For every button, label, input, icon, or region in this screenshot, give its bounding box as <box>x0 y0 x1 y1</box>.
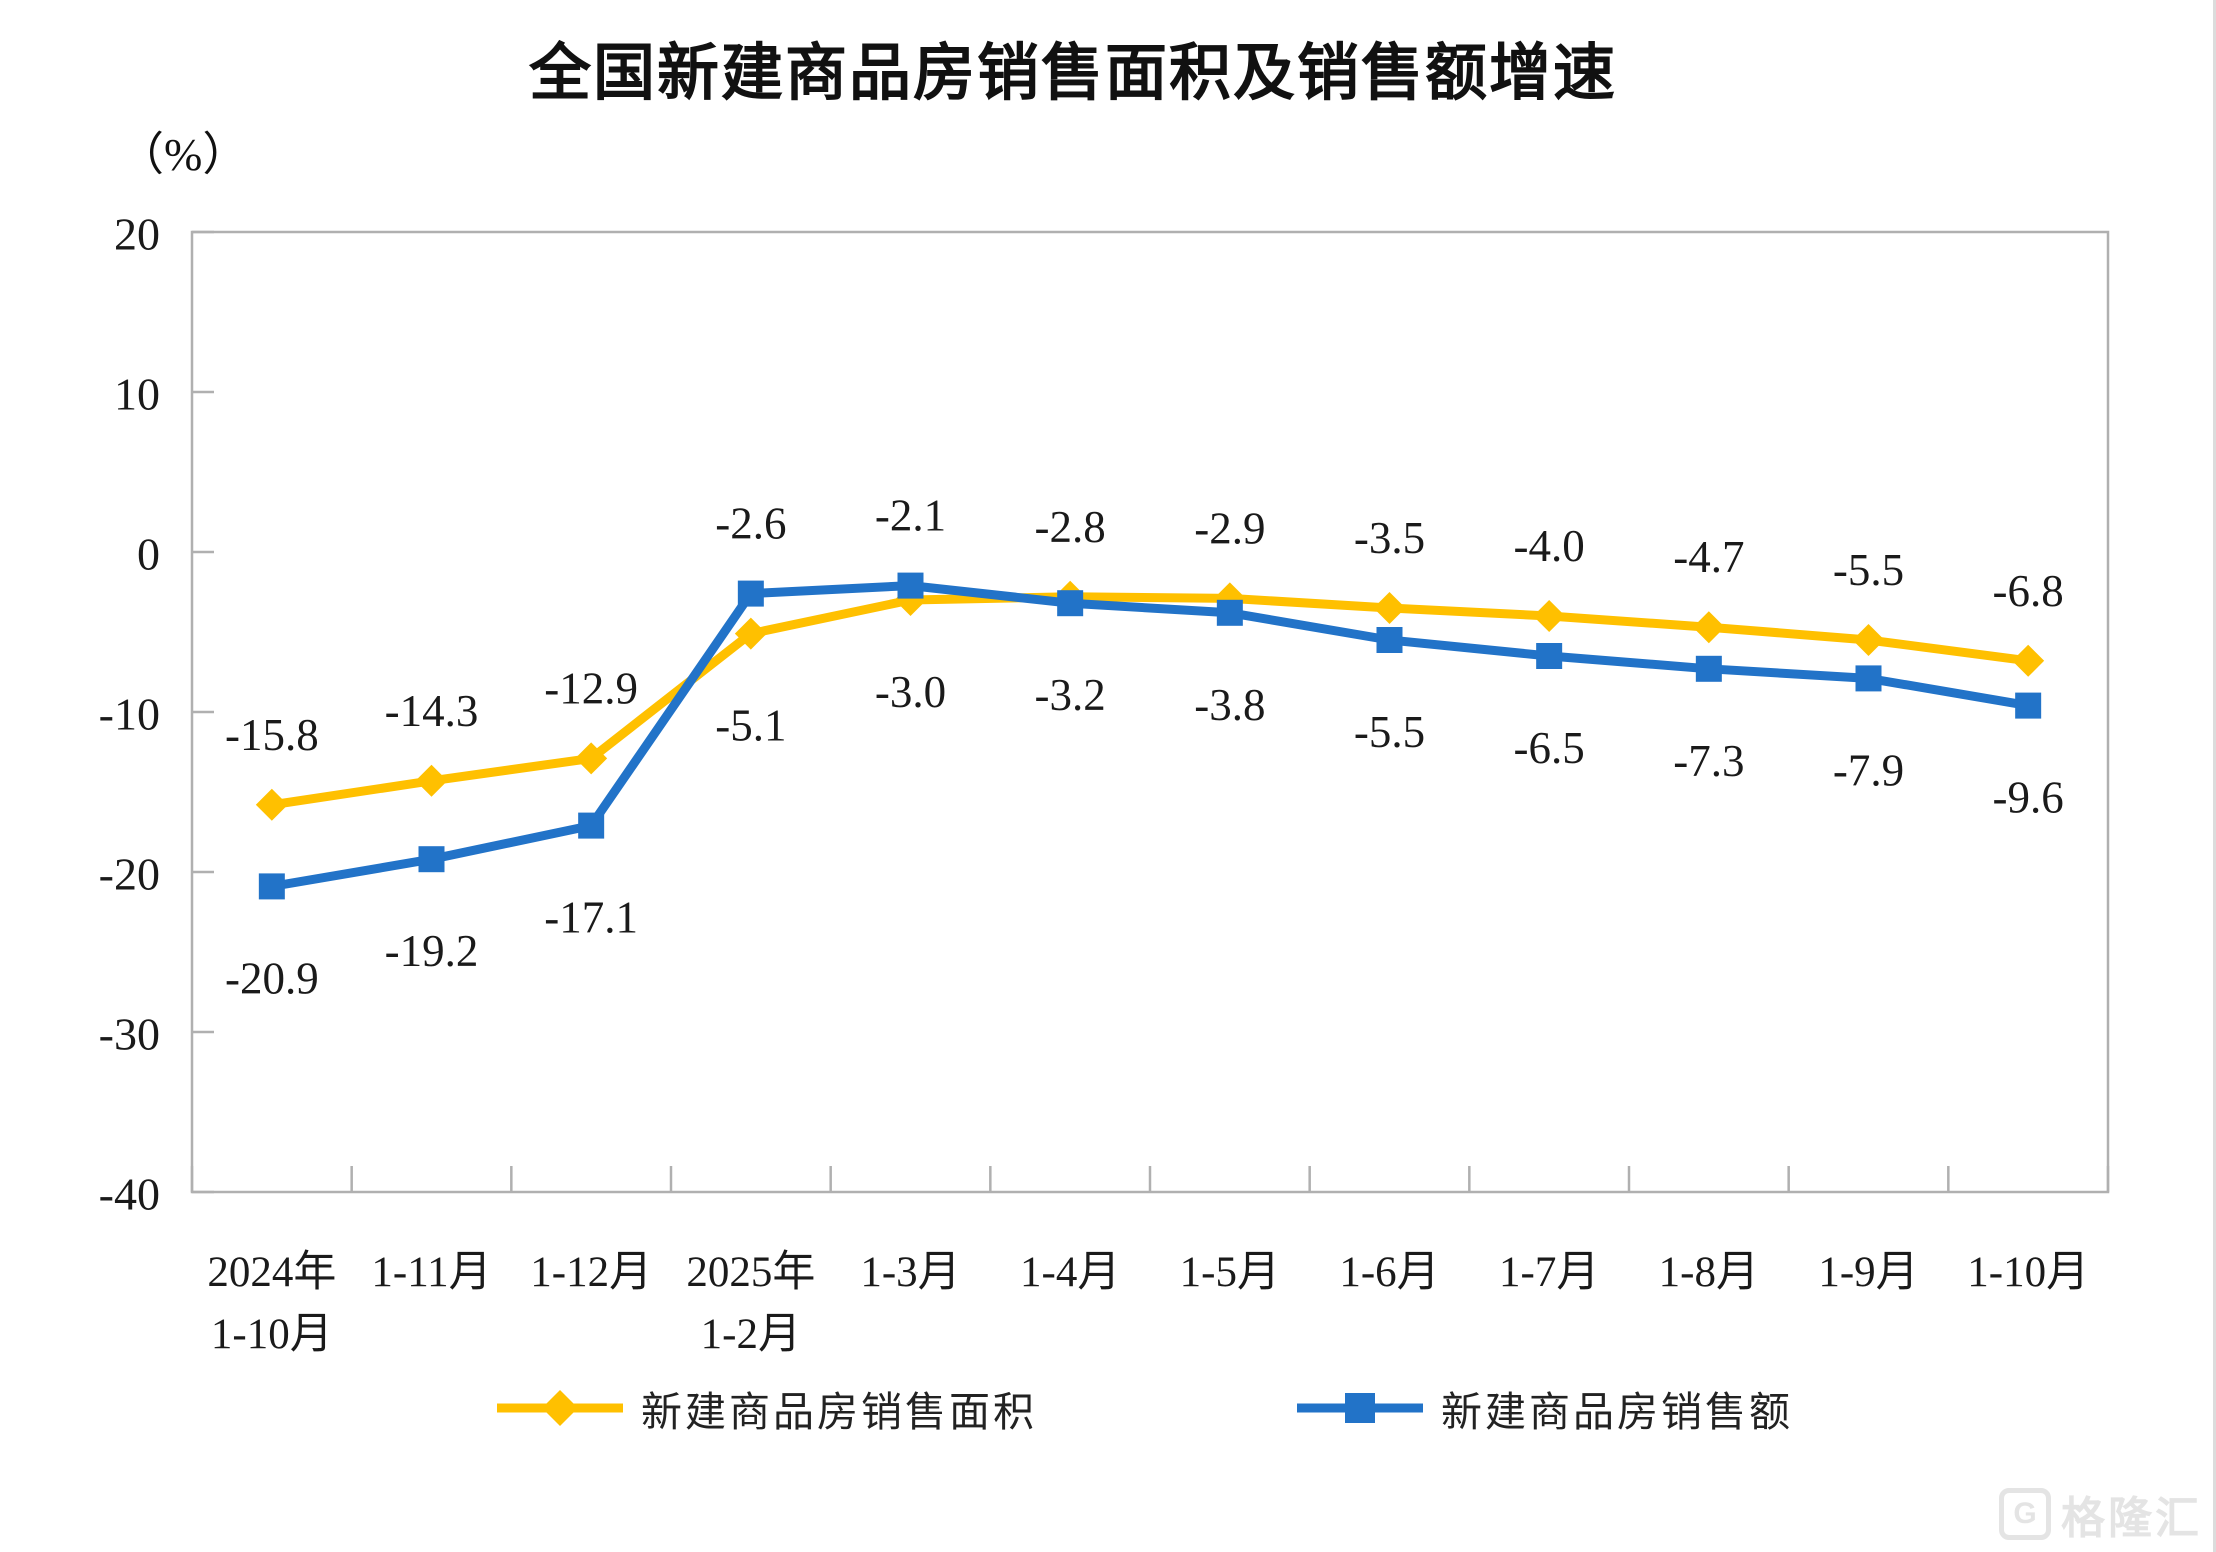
data-label: -12.9 <box>544 663 638 713</box>
data-label: -5.5 <box>1833 545 1904 595</box>
data-label: -6.8 <box>1993 566 2064 616</box>
x-axis-category-label: 1-8月 <box>1659 1249 1759 1296</box>
marker-square-icon <box>737 580 764 607</box>
legend-item-sales-amount: 新建商品房销售额 <box>1295 1386 1793 1435</box>
marker-square-icon <box>1855 665 1882 692</box>
x-axis-category-label: 1-5月 <box>1180 1249 1280 1296</box>
data-label: -5.1 <box>715 701 786 751</box>
y-axis-unit-label: （%） <box>118 129 249 180</box>
page-right-edge <box>2213 0 2216 1552</box>
marker-diamond-icon <box>255 788 288 821</box>
y-axis-tick-label: 10 <box>114 369 160 420</box>
marker-diamond-icon <box>2012 644 2045 677</box>
y-axis-tick-label: 0 <box>137 529 160 580</box>
y-axis-tick-label: -40 <box>99 1169 160 1220</box>
data-label: -3.8 <box>1194 680 1265 730</box>
data-label: -4.0 <box>1514 521 1585 571</box>
watermark-gelonghui: G 格隆汇 <box>1999 1482 2202 1546</box>
marker-square-icon <box>1695 655 1722 682</box>
data-label: -2.1 <box>875 491 946 541</box>
watermark-text: 格隆汇 <box>2061 1494 2202 1543</box>
gelonghui-logo-icon: G <box>1999 1488 2051 1540</box>
series-line-sales-amount <box>267 581 2033 891</box>
data-label: -19.2 <box>385 926 479 976</box>
legend-label-sales-amount: 新建商品房销售额 <box>1441 1389 1793 1435</box>
data-label: -20.9 <box>225 953 319 1003</box>
x-axis-category-label: 2025年 <box>686 1249 815 1296</box>
data-label: -2.6 <box>715 499 786 549</box>
marker-diamond-icon <box>575 742 608 775</box>
data-label: -2.8 <box>1035 502 1106 552</box>
marker-diamond-icon <box>1852 624 1885 656</box>
legend-swatch-sales-area-icon <box>497 1390 623 1426</box>
x-axis-category-label: 1-2月 <box>701 1311 801 1358</box>
marker-square-icon <box>258 873 285 900</box>
y-axis-tick-label: -20 <box>99 849 160 900</box>
x-axis-category-label: 1-3月 <box>860 1249 960 1296</box>
marker-square-icon <box>1376 627 1403 653</box>
x-axis-category-label: 1-11月 <box>371 1249 491 1296</box>
x-axis-category-label: 1-7月 <box>1499 1249 1599 1296</box>
marker-square-icon <box>1536 643 1563 669</box>
chart-title: 全国新建商品房销售面积及销售额增速 <box>528 39 1618 108</box>
data-label: -6.5 <box>1514 723 1585 773</box>
marker-square-icon <box>1057 590 1084 617</box>
marker-diamond-icon <box>415 764 448 797</box>
data-label: -3.5 <box>1354 513 1425 563</box>
marker-square-icon <box>1216 599 1243 626</box>
marker-square-icon <box>578 812 605 839</box>
data-label: -3.0 <box>875 667 946 717</box>
y-axis-tick-label: -10 <box>99 689 160 740</box>
data-label: -9.6 <box>1993 773 2064 823</box>
x-axis-category-label: 1-6月 <box>1339 1249 1439 1296</box>
data-label: -3.2 <box>1035 670 1106 720</box>
data-label: -5.5 <box>1354 707 1425 757</box>
y-axis-tick-label: -30 <box>99 1009 160 1060</box>
data-label: -7.9 <box>1833 745 1904 795</box>
marker-diamond-icon <box>1533 600 1566 632</box>
series-line-sales-area <box>267 592 2033 810</box>
legend-label-sales-area: 新建商品房销售面积 <box>641 1389 1037 1435</box>
legend-item-sales-area: 新建商品房销售面积 <box>495 1386 1037 1435</box>
plot-border <box>190 230 2110 1194</box>
y-axis-tick-label: 20 <box>114 209 160 260</box>
x-axis-category-label: 2024年 <box>207 1249 336 1296</box>
marker-diamond-icon <box>734 617 767 650</box>
x-axis-category-label: 1-10月 <box>1967 1249 2089 1296</box>
marker-square-icon <box>418 846 445 873</box>
marker-diamond-icon <box>1692 611 1725 644</box>
x-axis-category-label: 1-12月 <box>530 1249 652 1296</box>
data-label: -15.8 <box>225 710 319 760</box>
chart-legend: 新建商品房销售面积 新建商品房销售额 <box>0 1386 2216 1435</box>
marker-diamond-icon <box>1373 592 1406 624</box>
data-label: -2.9 <box>1194 503 1265 553</box>
x-axis-category-label: 1-10月 <box>211 1311 333 1358</box>
legend-swatch-sales-amount-icon <box>1297 1393 1423 1423</box>
marker-square-icon <box>897 572 924 599</box>
data-label: -14.3 <box>385 686 479 736</box>
data-label: -17.1 <box>544 893 638 943</box>
marker-square-icon <box>2015 692 2042 719</box>
x-axis-category-label: 1-9月 <box>1818 1249 1918 1296</box>
data-label: -4.7 <box>1673 532 1744 582</box>
x-axis-category-label: 1-4月 <box>1020 1249 1120 1296</box>
data-label: -7.3 <box>1673 736 1744 786</box>
